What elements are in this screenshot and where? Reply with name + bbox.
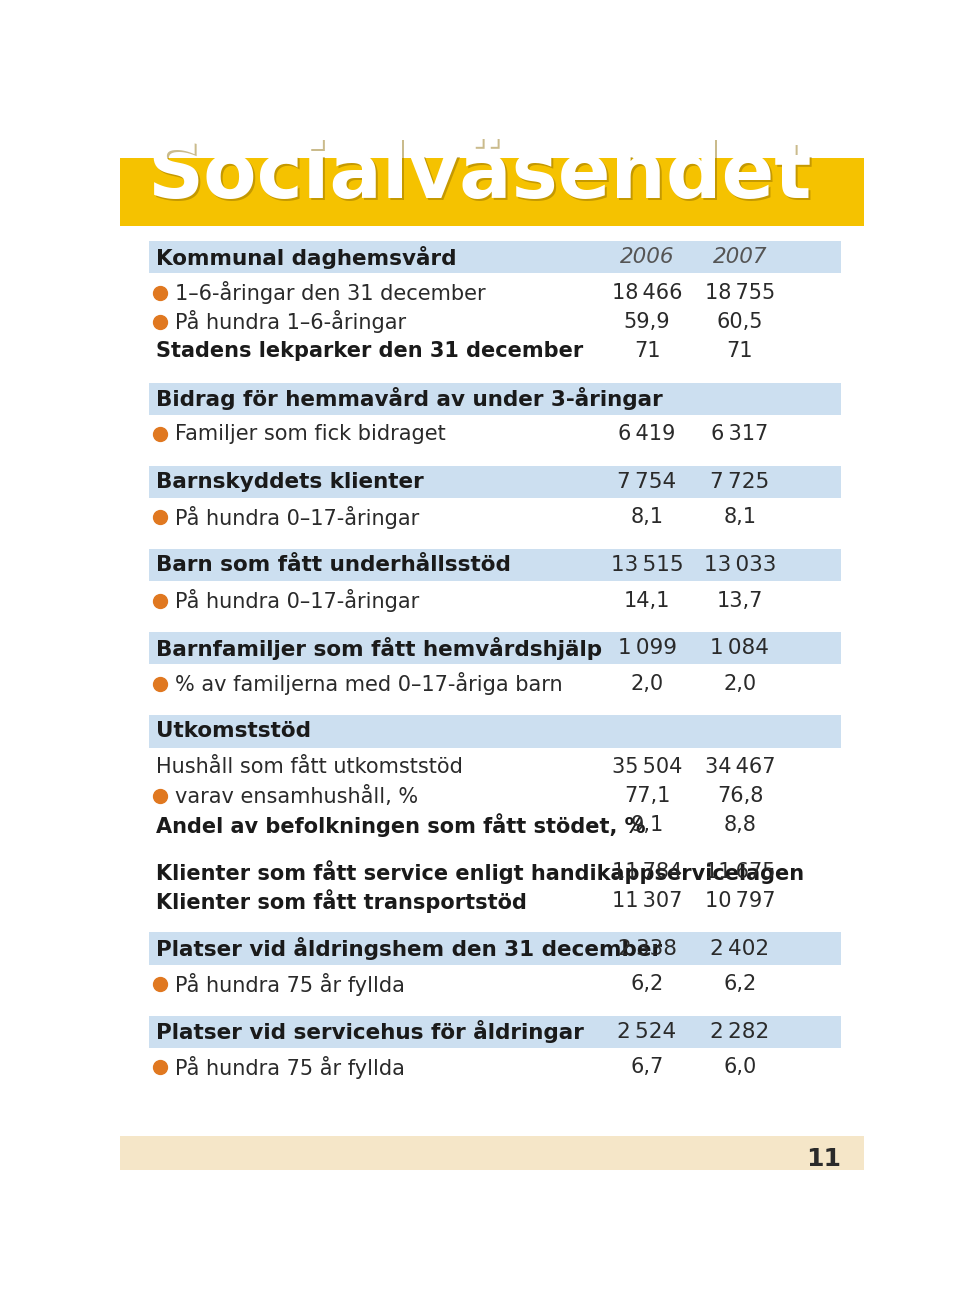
Text: 7 725: 7 725 xyxy=(710,472,770,492)
Text: Andel av befolkningen som fått stödet, %: Andel av befolkningen som fått stödet, % xyxy=(156,814,646,838)
Text: 13,7: 13,7 xyxy=(717,590,763,610)
FancyBboxPatch shape xyxy=(149,466,841,498)
Text: 71: 71 xyxy=(727,341,754,362)
FancyBboxPatch shape xyxy=(149,548,841,581)
Text: % av familjerna med 0–17-åriga barn: % av familjerna med 0–17-åriga barn xyxy=(175,672,563,696)
Text: 6,2: 6,2 xyxy=(631,974,663,994)
Text: 60,5: 60,5 xyxy=(717,312,763,331)
Text: 77,1: 77,1 xyxy=(624,786,670,806)
Text: Barn som fått underhållsstöd: Barn som fått underhållsstöd xyxy=(156,555,512,575)
Text: Platser vid åldringshem den 31 december: Platser vid åldringshem den 31 december xyxy=(156,938,662,960)
Text: 11 675: 11 675 xyxy=(705,861,776,881)
Text: 14,1: 14,1 xyxy=(624,590,670,610)
Text: 34 467: 34 467 xyxy=(705,757,776,777)
FancyBboxPatch shape xyxy=(149,241,841,274)
Text: Socialväsendet: Socialväsendet xyxy=(147,138,811,214)
Text: 13 033: 13 033 xyxy=(704,555,777,575)
Text: 6,7: 6,7 xyxy=(631,1057,663,1077)
Text: Utkomststöd: Utkomststöd xyxy=(156,722,311,742)
Text: 2 402: 2 402 xyxy=(710,939,770,959)
Text: 6 419: 6 419 xyxy=(618,425,676,444)
Text: 6,0: 6,0 xyxy=(724,1057,756,1077)
Text: 6,2: 6,2 xyxy=(724,974,756,994)
FancyBboxPatch shape xyxy=(120,1136,864,1170)
Text: 11 307: 11 307 xyxy=(612,890,683,911)
Text: På hundra 1–6-åringar: På hundra 1–6-åringar xyxy=(175,310,406,333)
Text: 10 797: 10 797 xyxy=(705,890,776,911)
FancyBboxPatch shape xyxy=(149,383,841,416)
Text: 8,1: 8,1 xyxy=(724,508,756,527)
Text: 18 466: 18 466 xyxy=(612,283,683,302)
Text: På hundra 0–17-åringar: På hundra 0–17-åringar xyxy=(175,589,420,611)
Text: 2 524: 2 524 xyxy=(617,1022,677,1041)
Text: 1 099: 1 099 xyxy=(617,638,677,659)
Text: Barnskyddets klienter: Barnskyddets klienter xyxy=(156,472,424,492)
Text: 11: 11 xyxy=(805,1147,841,1170)
Text: Barnfamiljer som fått hemvårdshjälp: Barnfamiljer som fått hemvårdshjälp xyxy=(156,636,603,660)
Text: Klienter som fått transportstöd: Klienter som fått transportstöd xyxy=(156,889,527,913)
Text: 13 515: 13 515 xyxy=(611,555,684,575)
Text: Socialväsendet: Socialväsendet xyxy=(150,141,814,217)
Text: Kommunal daghemsvård: Kommunal daghemsvård xyxy=(156,246,457,268)
Text: 59,9: 59,9 xyxy=(624,312,670,331)
Text: 18 755: 18 755 xyxy=(705,283,775,302)
Text: På hundra 75 år fyllda: På hundra 75 år fyllda xyxy=(175,1056,405,1078)
Text: Hushåll som fått utkomststöd: Hushåll som fått utkomststöd xyxy=(156,757,464,777)
Text: 2,0: 2,0 xyxy=(631,673,663,694)
Text: 6 317: 6 317 xyxy=(711,425,769,444)
Text: 8,1: 8,1 xyxy=(631,508,663,527)
Text: 7 754: 7 754 xyxy=(617,472,677,492)
Text: På hundra 0–17-åringar: På hundra 0–17-åringar xyxy=(175,506,420,529)
Text: 2 338: 2 338 xyxy=(617,939,677,959)
Text: 1 084: 1 084 xyxy=(710,638,770,659)
Text: 71: 71 xyxy=(634,341,660,362)
Text: På hundra 75 år fyllda: På hundra 75 år fyllda xyxy=(175,973,405,995)
FancyBboxPatch shape xyxy=(120,158,864,226)
Text: Stadens lekparker den 31 december: Stadens lekparker den 31 december xyxy=(156,341,584,362)
FancyBboxPatch shape xyxy=(149,715,841,748)
Text: Platser vid servicehus för åldringar: Platser vid servicehus för åldringar xyxy=(156,1020,585,1043)
FancyBboxPatch shape xyxy=(149,932,841,965)
FancyBboxPatch shape xyxy=(149,633,841,664)
Text: varav ensamhushåll, %: varav ensamhushåll, % xyxy=(175,785,419,806)
Text: 1–6-åringar den 31 december: 1–6-åringar den 31 december xyxy=(175,281,486,304)
Text: 35 504: 35 504 xyxy=(612,757,683,777)
Text: 8,8: 8,8 xyxy=(724,815,756,835)
Text: Familjer som fick bidraget: Familjer som fick bidraget xyxy=(175,425,445,444)
Text: 9,1: 9,1 xyxy=(631,815,663,835)
Text: 2006: 2006 xyxy=(620,247,674,267)
Text: 76,8: 76,8 xyxy=(717,786,763,806)
Text: 2,0: 2,0 xyxy=(724,673,756,694)
Text: Bidrag för hemmavård av under 3-åringar: Bidrag för hemmavård av under 3-åringar xyxy=(156,388,663,410)
Text: 2007: 2007 xyxy=(712,247,767,267)
Text: 2 282: 2 282 xyxy=(710,1022,770,1041)
Text: Klienter som fått service enligt handikappservicelagen: Klienter som fått service enligt handika… xyxy=(156,860,804,884)
Text: 11 784: 11 784 xyxy=(612,861,683,881)
FancyBboxPatch shape xyxy=(149,1015,841,1048)
